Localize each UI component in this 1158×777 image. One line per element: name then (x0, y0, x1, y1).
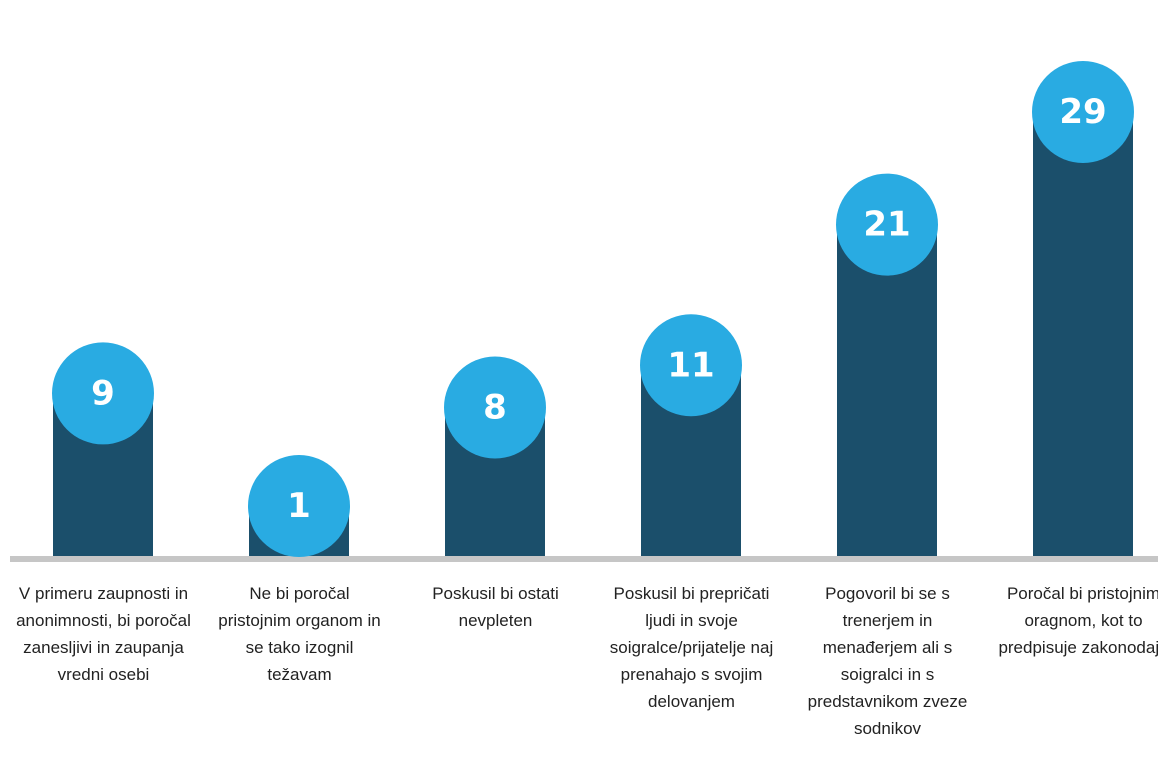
baseline-layer (10, 556, 1158, 562)
bar-5 (837, 224, 937, 557)
value-bubble-3 (444, 356, 546, 459)
value-bubble-2 (248, 455, 350, 557)
value-bubble-6 (1032, 61, 1134, 163)
value-bubble-5 (836, 173, 938, 276)
category-label-6: Poročal bi pristojnim oragnom, kot to pr… (998, 584, 1158, 657)
bubbles-layer: 9 1 8 11 21 29 (52, 61, 1134, 557)
category-label-1: V primeru zaupnosti in anonimnosti, bi p… (16, 584, 191, 684)
value-bubble-1 (52, 342, 154, 445)
category-label-5: Pogovoril bi se s trenerjem in menađerje… (807, 584, 968, 738)
value-label-3: 8 (483, 388, 507, 428)
value-bubble-4 (640, 314, 742, 417)
value-label-1: 9 (91, 373, 115, 413)
category-label-3: Poskusil bi ostati nevpleten (432, 584, 559, 630)
value-label-2: 1 (287, 486, 311, 526)
value-label-4: 11 (667, 345, 714, 385)
value-label-6: 29 (1059, 92, 1106, 132)
category-label-2: Ne bi poročal pristojnim organom in se t… (218, 584, 381, 684)
bars-layer (53, 112, 1133, 557)
bar-6 (1033, 112, 1133, 556)
value-label-5: 21 (863, 205, 910, 245)
category-label-4: Poskusil bi prepričati ljudi in svoje so… (609, 584, 774, 711)
x-axis-baseline (10, 556, 1158, 562)
